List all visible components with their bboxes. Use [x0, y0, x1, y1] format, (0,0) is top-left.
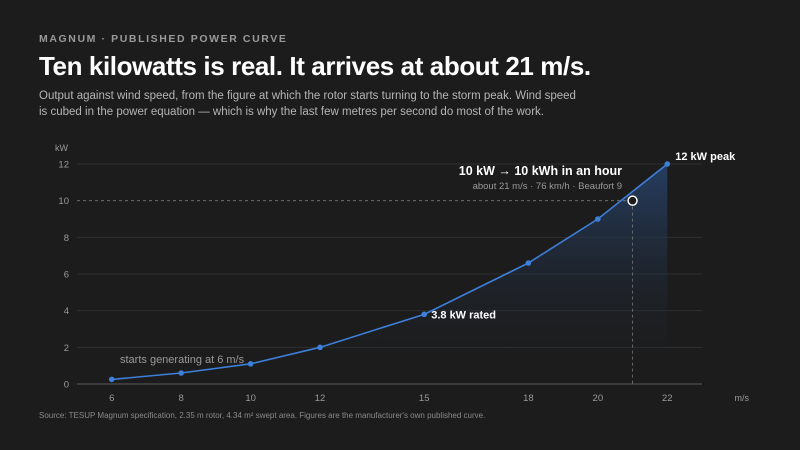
x-tick-label: 10: [245, 393, 256, 404]
annotation-rated: 3.8 kW rated: [431, 309, 496, 321]
dek: Output against wind speed, from the figu…: [39, 90, 576, 118]
y-tick-label: 6: [64, 270, 69, 281]
x-tick-label: 22: [662, 393, 673, 404]
x-tick-label: 18: [523, 393, 534, 404]
x-tick-label: 8: [179, 393, 184, 404]
source-note: Source: TESUP Magnum specification, 2.35…: [39, 411, 486, 420]
x-tick-labels: 6 8 10 12 15 18 20 22: [109, 393, 672, 404]
annotation-ten-kw-title: 10 kW → 10 kWh in an hour: [459, 164, 622, 178]
annotation-peak: 12 kW peak: [675, 151, 736, 163]
data-point: [108, 376, 115, 383]
x-axis-unit: m/s: [735, 393, 750, 403]
data-point: [421, 311, 428, 318]
data-point: [178, 370, 184, 376]
y-tick-label: 8: [64, 233, 69, 244]
area-fill: [111, 164, 668, 384]
annotation-start: starts generating at 6 m/s: [120, 354, 245, 366]
data-point: [595, 216, 601, 222]
data-point: [664, 161, 671, 167]
data-points: [108, 161, 671, 383]
series-line: [111, 163, 668, 381]
x-tick-label: 6: [109, 393, 114, 404]
y-tick-label: 12: [58, 160, 69, 171]
y-tick-label: 4: [64, 306, 69, 317]
y-axis-unit: kW: [55, 143, 69, 153]
data-point: [525, 260, 532, 266]
y-tick-labels: 0 2 4 6 8 10 12: [58, 160, 69, 391]
kicker: MAGNUM · PUBLISHED POWER CURVE: [39, 33, 288, 45]
x-tick-label: 12: [315, 393, 326, 404]
data-point: [317, 344, 323, 351]
x-tick-label: 15: [419, 393, 430, 404]
highlight-point: [627, 195, 638, 206]
y-tick-label: 2: [64, 343, 69, 354]
x-tick-label: 20: [593, 393, 604, 404]
annotation-ten-kw-sub: about 21 m/s · 76 km/h · Beaufort 9: [473, 181, 622, 192]
data-point: [247, 361, 254, 367]
headline: Ten kilowatts is real. It arrives at abo…: [39, 51, 591, 81]
y-tick-label: 0: [64, 380, 69, 391]
y-tick-label: 10: [58, 196, 69, 207]
